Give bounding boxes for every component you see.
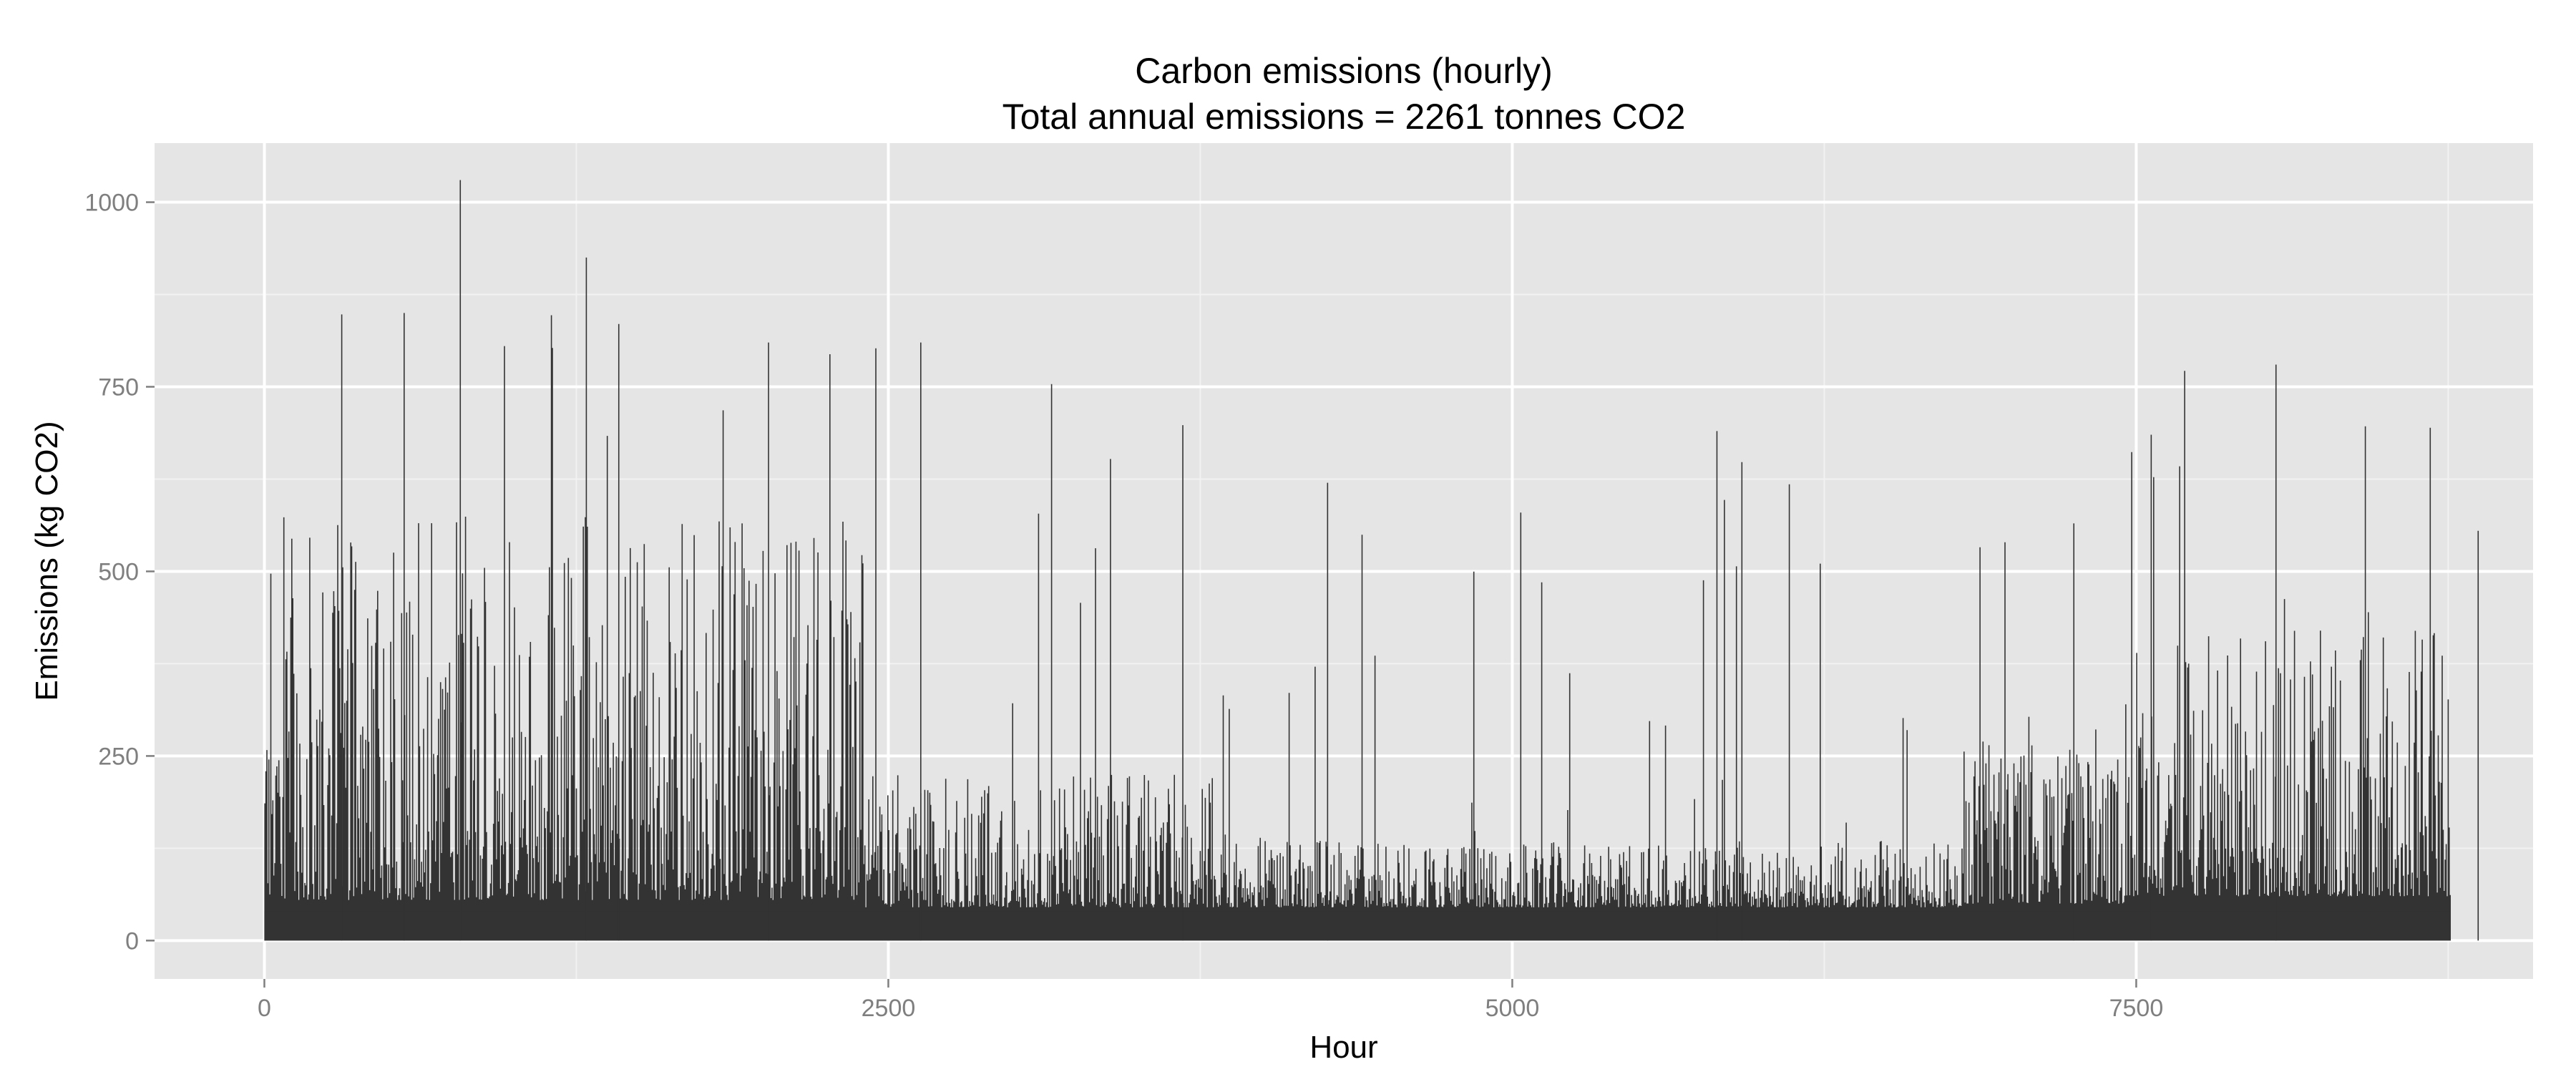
x-axis: 0 2500 5000 7500 [258, 979, 2163, 1022]
x-tick-label: 0 [258, 995, 271, 1022]
x-tick-label: 5000 [1485, 995, 1540, 1022]
chart-subtitle: Total annual emissions = 2261 tonnes CO2 [1002, 97, 1686, 137]
emission-bars [264, 180, 2479, 941]
y-tick-label: 250 [98, 743, 139, 770]
base-load-band [264, 911, 2451, 941]
x-axis-label: Hour [1309, 1030, 1377, 1065]
y-axis-label: Emissions (kg CO2) [29, 421, 64, 701]
y-axis: 0 250 500 750 1000 [84, 190, 155, 955]
y-tick-label: 1000 [84, 190, 139, 217]
y-tick-label: 0 [125, 927, 139, 955]
x-tick-label: 7500 [2109, 995, 2164, 1022]
x-tick-label: 2500 [862, 995, 916, 1022]
y-tick-label: 500 [98, 558, 139, 585]
chart-title: Carbon emissions (hourly) [1135, 51, 1553, 91]
y-tick-label: 750 [98, 374, 139, 401]
